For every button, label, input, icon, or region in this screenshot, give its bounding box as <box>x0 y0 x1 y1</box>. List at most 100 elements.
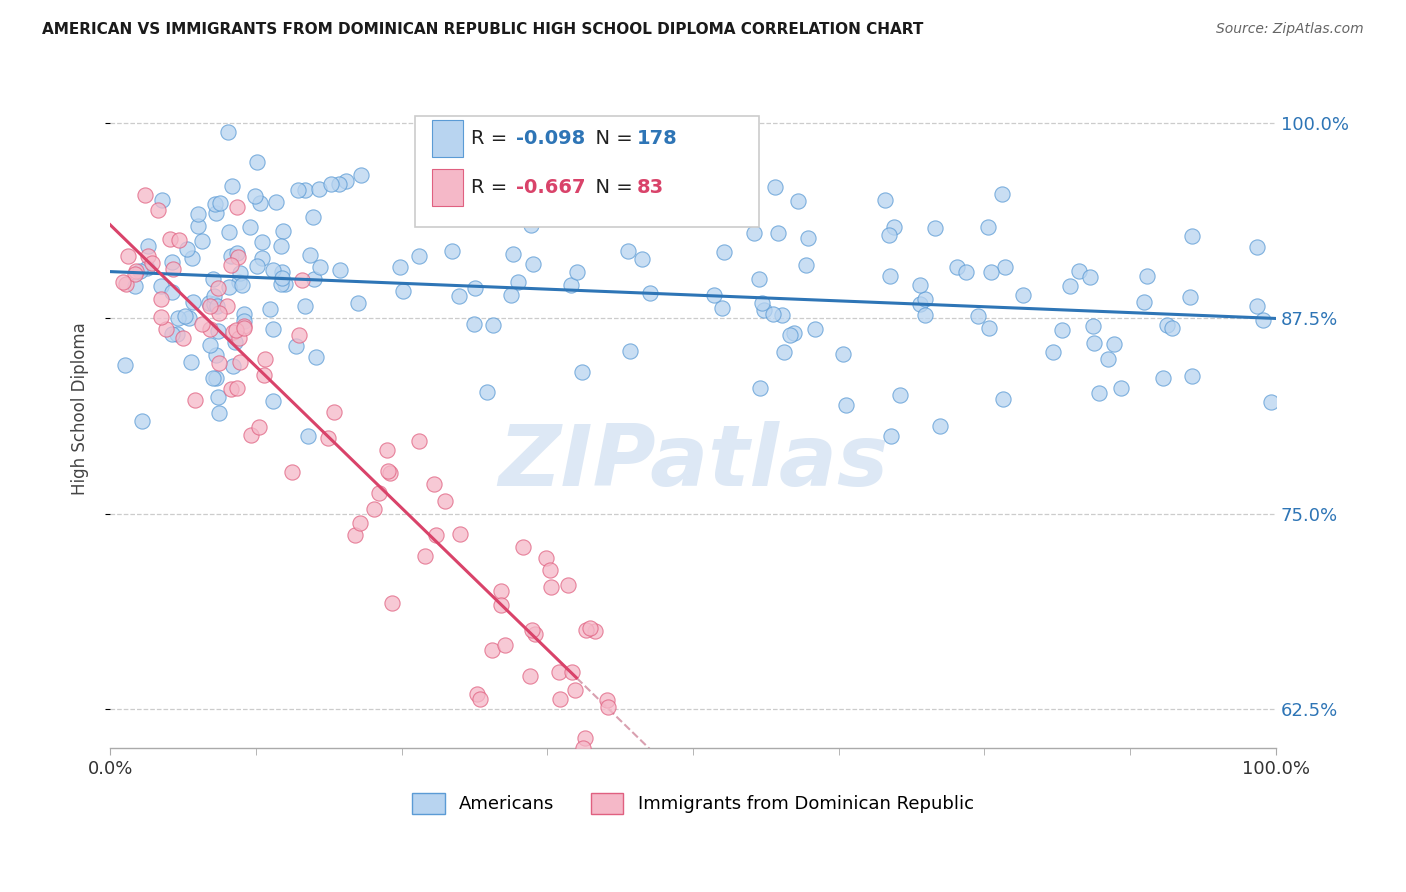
Point <box>281 465 304 479</box>
Point <box>538 562 561 576</box>
Point <box>928 418 950 433</box>
Point <box>271 224 294 238</box>
Point <box>564 682 586 697</box>
Point <box>129 264 152 278</box>
Point <box>184 393 207 408</box>
Point <box>112 275 135 289</box>
Point <box>787 194 810 208</box>
Point <box>308 182 330 196</box>
Point <box>1135 269 1157 284</box>
Point <box>202 288 225 302</box>
Point <box>198 338 221 352</box>
Point <box>146 203 169 218</box>
Point <box>713 244 735 259</box>
Point <box>955 265 977 279</box>
Point <box>423 476 446 491</box>
Point <box>368 486 391 500</box>
Point <box>994 260 1017 274</box>
Point <box>381 596 404 610</box>
Point <box>274 277 297 291</box>
Point <box>180 355 202 369</box>
Point <box>138 239 160 253</box>
Point <box>200 322 222 336</box>
Point <box>228 275 250 289</box>
Point <box>162 326 184 341</box>
Point <box>1109 381 1132 395</box>
Point <box>979 321 1001 335</box>
Point <box>583 624 606 638</box>
Point <box>797 231 820 245</box>
Point <box>125 264 148 278</box>
Text: 83: 83 <box>637 178 664 197</box>
Point <box>1059 279 1081 293</box>
Point <box>550 691 572 706</box>
Text: N =: N = <box>583 178 640 197</box>
Point <box>217 299 239 313</box>
Point <box>463 317 485 331</box>
Point <box>914 308 936 322</box>
Point <box>565 265 588 279</box>
Point <box>346 295 368 310</box>
Point <box>231 278 253 293</box>
Point <box>742 226 765 240</box>
Point <box>1132 295 1154 310</box>
Point <box>536 551 558 566</box>
Point <box>225 323 247 337</box>
Point <box>305 350 328 364</box>
Point <box>1067 264 1090 278</box>
Point <box>519 219 541 233</box>
Point <box>502 247 524 261</box>
Point <box>298 247 321 261</box>
Point <box>557 577 579 591</box>
Point <box>596 699 619 714</box>
Point <box>162 261 184 276</box>
Point <box>520 623 543 637</box>
Point <box>172 331 194 345</box>
Point <box>1246 240 1268 254</box>
Point <box>174 309 197 323</box>
Point <box>571 365 593 379</box>
Point <box>291 273 314 287</box>
Point <box>494 639 516 653</box>
Point <box>1161 321 1184 335</box>
Point <box>413 549 436 563</box>
Point <box>219 249 242 263</box>
Point <box>772 308 794 322</box>
Point <box>344 528 367 542</box>
Point <box>619 344 641 359</box>
Point <box>378 466 401 480</box>
Point <box>232 307 254 321</box>
Point <box>1152 370 1174 384</box>
Point <box>197 296 219 310</box>
Point <box>477 384 499 399</box>
Point <box>877 227 900 242</box>
Point <box>114 358 136 372</box>
Point <box>425 527 447 541</box>
Point <box>297 428 319 442</box>
Point <box>1181 369 1204 384</box>
Point <box>1102 336 1125 351</box>
Point <box>202 296 225 310</box>
Point <box>468 692 491 706</box>
Point <box>574 731 596 745</box>
Point <box>453 171 475 186</box>
Point <box>329 263 352 277</box>
Point <box>319 177 342 191</box>
Point <box>177 310 200 325</box>
Point <box>1052 323 1074 337</box>
Point <box>434 493 457 508</box>
Point <box>489 598 512 612</box>
Point <box>159 232 181 246</box>
Point <box>259 301 281 316</box>
Point <box>522 257 544 271</box>
Text: -0.098: -0.098 <box>516 128 585 148</box>
Point <box>880 428 903 442</box>
Point <box>449 526 471 541</box>
Point <box>249 195 271 210</box>
Point <box>288 328 311 343</box>
Point <box>264 195 287 210</box>
Point <box>561 665 583 679</box>
Point <box>204 196 226 211</box>
Point <box>464 281 486 295</box>
Point <box>219 382 242 396</box>
